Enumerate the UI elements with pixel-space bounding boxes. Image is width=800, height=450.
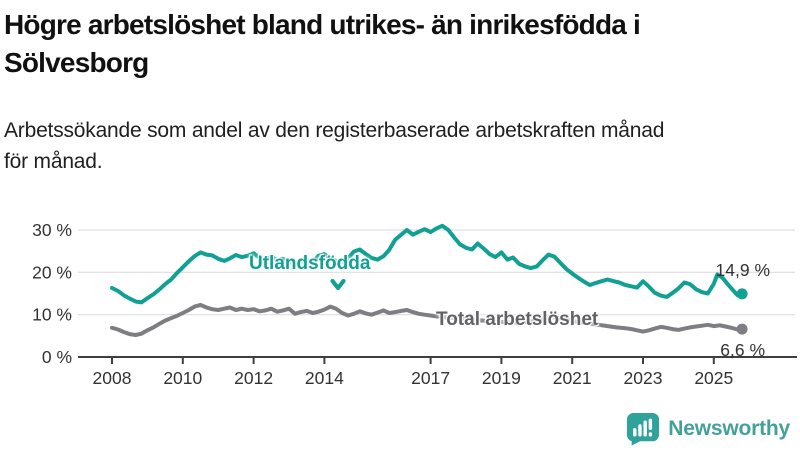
y-axis-label: 20 %: [32, 262, 72, 282]
speech-bubble-shape: [627, 412, 660, 446]
exclamation-bar: [648, 418, 653, 430]
series-line-utlandsfodda: [110, 223, 745, 305]
end-value-utlandsfodda: 14,9 %: [715, 260, 770, 280]
page-title: Högre arbetslöshet bland utrikes- än inr…: [4, 6, 796, 82]
chart-subtitle-line-1: Arbetssökande som andel av den registerb…: [4, 119, 665, 142]
x-axis-label: 2023: [624, 368, 663, 388]
chart-subtitle: Arbetssökande som andel av den registerb…: [4, 115, 796, 177]
y-axis-label: 30 %: [32, 220, 72, 240]
chart-subtitle-line-2: för månad.: [4, 150, 103, 173]
y-axis-label: 10 %: [32, 305, 72, 325]
x-axis-label: 2010: [163, 368, 202, 388]
series-label-utlandsfodda: Utlandsfödda: [249, 253, 371, 274]
x-axis-label: 2012: [234, 368, 273, 388]
bar-chart-glyph: [633, 418, 653, 437]
series-label-total-arbetsloshet: Total arbetslöshet: [436, 309, 599, 330]
page-title-line-2: Sölvesborg: [4, 47, 149, 78]
x-axis-label: 2025: [694, 368, 733, 388]
newsworthy-bubble-chart-icon: [627, 412, 660, 446]
series-end-dot-utlandsfodda: [736, 288, 748, 300]
chevron-down-icon: [330, 279, 346, 291]
page-title-line-1: Högre arbetslöshet bland utrikes- än inr…: [4, 9, 641, 40]
x-axis-label: 2017: [411, 368, 450, 388]
y-axis-label: 0 %: [42, 347, 72, 367]
end-value-total: 6,6 %: [720, 340, 765, 360]
series-end-dot-total: [736, 323, 748, 335]
x-axis-label: 2021: [553, 368, 592, 388]
x-axis-label: 2014: [305, 368, 344, 388]
x-axis-label: 2019: [482, 368, 521, 388]
series-line-total: [110, 302, 745, 337]
newsworthy-logo[interactable]: Newsworthy: [626, 412, 790, 446]
newsworthy-logo-text: Newsworthy: [668, 417, 790, 440]
exclamation-dot: [648, 432, 653, 437]
x-axis-label: 2008: [93, 368, 132, 388]
